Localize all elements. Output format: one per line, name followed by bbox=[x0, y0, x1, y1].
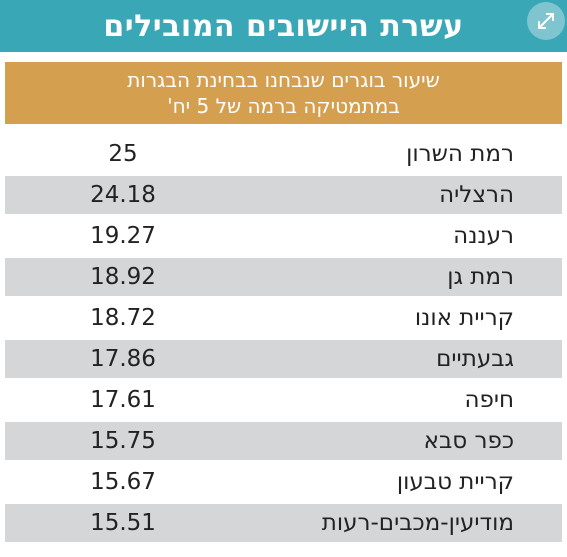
subtitle-bar: שיעור בוגרים שנבחנו בבחינת הבגרות במתמטי… bbox=[5, 62, 562, 124]
table-row: הרצליה 24.18 bbox=[5, 176, 562, 214]
city-name: חיפה bbox=[464, 387, 514, 413]
subtitle-line-2: במתמטיקה ברמה של 5 יח' bbox=[167, 94, 400, 118]
expand-button[interactable] bbox=[527, 2, 565, 40]
row-value: 15.75 bbox=[90, 428, 156, 454]
city-name: גבעתיים bbox=[436, 346, 514, 372]
expand-arrows-icon bbox=[538, 13, 554, 29]
city-name: קריית טבעון bbox=[396, 469, 514, 495]
table-row: רמת השרון 25 bbox=[5, 135, 562, 173]
city-name: הרצליה bbox=[439, 182, 514, 208]
city-name: כפר סבא bbox=[423, 428, 514, 454]
table-row: קריית אונו 18.72 bbox=[5, 299, 562, 337]
row-value: 15.67 bbox=[90, 469, 156, 495]
city-name: מודיעין-מכבים-רעות bbox=[321, 510, 514, 536]
row-value: 17.61 bbox=[90, 387, 156, 413]
city-name: קריית אונו bbox=[414, 305, 514, 331]
subtitle-line-1: שיעור בוגרים שנבחנו בבחינת הבגרות bbox=[127, 68, 440, 92]
table-row: רמת גן 18.92 bbox=[5, 258, 562, 296]
table-row: חיפה 17.61 bbox=[5, 381, 562, 419]
row-value: 15.51 bbox=[90, 510, 156, 536]
row-value: 18.92 bbox=[90, 264, 156, 290]
chart-title: עשרת היישובים המובילים bbox=[103, 8, 464, 44]
table-row: רעננה 19.27 bbox=[5, 217, 562, 255]
row-value: 19.27 bbox=[90, 223, 156, 249]
row-value: 25 bbox=[108, 141, 138, 167]
table-row: מודיעין-מכבים-רעות 15.51 bbox=[5, 504, 562, 542]
row-value: 17.86 bbox=[90, 346, 156, 372]
city-name: רעננה bbox=[453, 223, 514, 249]
table-row: קריית טבעון 15.67 bbox=[5, 463, 562, 501]
row-value: 24.18 bbox=[90, 182, 156, 208]
table-row: כפר סבא 15.75 bbox=[5, 422, 562, 460]
row-value: 18.72 bbox=[90, 305, 156, 331]
title-bar: עשרת היישובים המובילים bbox=[0, 0, 567, 52]
city-name: רמת השרון bbox=[406, 141, 514, 167]
city-name: רמת גן bbox=[447, 264, 514, 290]
table-row: גבעתיים 17.86 bbox=[5, 340, 562, 378]
table-body: רמת השרון 25 הרצליה 24.18 רעננה 19.27 רמת גן 18… bbox=[5, 135, 562, 545]
